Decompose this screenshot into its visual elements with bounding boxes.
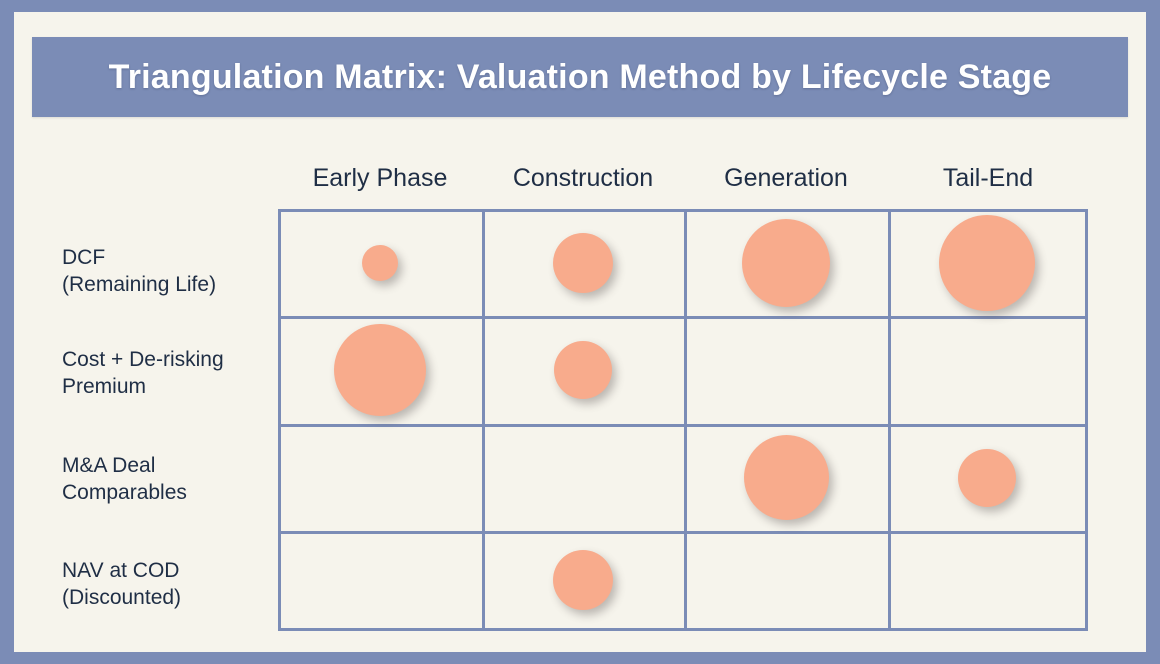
column-header-tail-end: Tail-End — [942, 164, 1034, 192]
cell-nav-construction[interactable] — [482, 531, 684, 628]
row-label-nav-line1: NAV at COD — [62, 559, 180, 582]
grid-line-v-2 — [684, 209, 687, 631]
row-label-cost-line2: Premium — [62, 375, 147, 398]
cell-dcf-early-phase[interactable] — [278, 209, 482, 316]
bubble-dcf-early-phase[interactable] — [362, 244, 398, 281]
grid-line-h-4 — [278, 628, 1088, 631]
bubble-ma-generation[interactable] — [743, 435, 829, 520]
row-label-cost-line1: Cost + De-risking — [62, 348, 224, 371]
cell-cost-early-phase[interactable] — [278, 316, 482, 424]
grid-line-v-1 — [482, 209, 485, 631]
column-header-construction: Construction — [512, 164, 654, 192]
triangulation-matrix: Early Phase Construction Generation Tail… — [278, 164, 1088, 631]
row-label-nav-line2: (Discounted) — [62, 586, 182, 609]
grid-line-v-4 — [1085, 209, 1088, 631]
cell-cost-construction[interactable] — [482, 316, 684, 424]
grid-line-h-0 — [278, 209, 1088, 212]
bubble-dcf-construction[interactable] — [553, 232, 613, 293]
bubble-dcf-tail-end[interactable] — [938, 214, 1035, 311]
bubble-dcf-generation[interactable] — [742, 218, 830, 307]
row-label-ma-line1: M&A Deal — [62, 454, 156, 477]
cell-ma-tail-end[interactable] — [888, 424, 1085, 531]
row-label-ma-deal-comparables: M&A Deal Comparables — [62, 452, 272, 506]
grid-line-v-0 — [278, 209, 281, 631]
cell-cost-tail-end[interactable] — [888, 316, 1085, 424]
row-label-cost-de-risking-premium: Cost + De-risking Premium — [62, 346, 272, 400]
row-label-dcf-line2: (Remaining Life) — [62, 273, 217, 296]
cell-ma-generation[interactable] — [684, 424, 888, 531]
row-label-dcf-line1: DCF — [62, 246, 106, 269]
cell-cost-generation[interactable] — [684, 316, 888, 424]
slide-canvas: Triangulation Matrix: Valuation Method b… — [14, 12, 1146, 652]
column-header-generation: Generation — [724, 164, 848, 192]
grid-line-v-3 — [888, 209, 891, 631]
cell-ma-construction[interactable] — [482, 424, 684, 531]
grid-line-h-3 — [278, 531, 1088, 534]
bubble-cost-early-phase[interactable] — [334, 324, 426, 416]
cell-dcf-generation[interactable] — [684, 209, 888, 316]
row-label-ma-line2: Comparables — [62, 481, 187, 504]
cell-dcf-tail-end[interactable] — [888, 209, 1085, 316]
bubble-nav-construction[interactable] — [553, 549, 613, 610]
cell-dcf-construction[interactable] — [482, 209, 684, 316]
column-header-early-phase: Early Phase — [312, 164, 448, 192]
grid-line-h-1 — [278, 316, 1088, 319]
slide-title-bar: Triangulation Matrix: Valuation Method b… — [32, 37, 1128, 117]
cell-nav-early-phase[interactable] — [278, 531, 482, 628]
row-label-dcf: DCF (Remaining Life) — [62, 244, 272, 298]
bubble-ma-tail-end[interactable] — [957, 448, 1016, 507]
cell-nav-tail-end[interactable] — [888, 531, 1085, 628]
row-label-nav-at-cod: NAV at COD (Discounted) — [62, 557, 272, 611]
grid-line-h-2 — [278, 424, 1088, 427]
cell-ma-early-phase[interactable] — [278, 424, 482, 531]
cell-nav-generation[interactable] — [684, 531, 888, 628]
bubble-cost-construction[interactable] — [554, 341, 612, 399]
page-title: Triangulation Matrix: Valuation Method b… — [108, 57, 1052, 96]
